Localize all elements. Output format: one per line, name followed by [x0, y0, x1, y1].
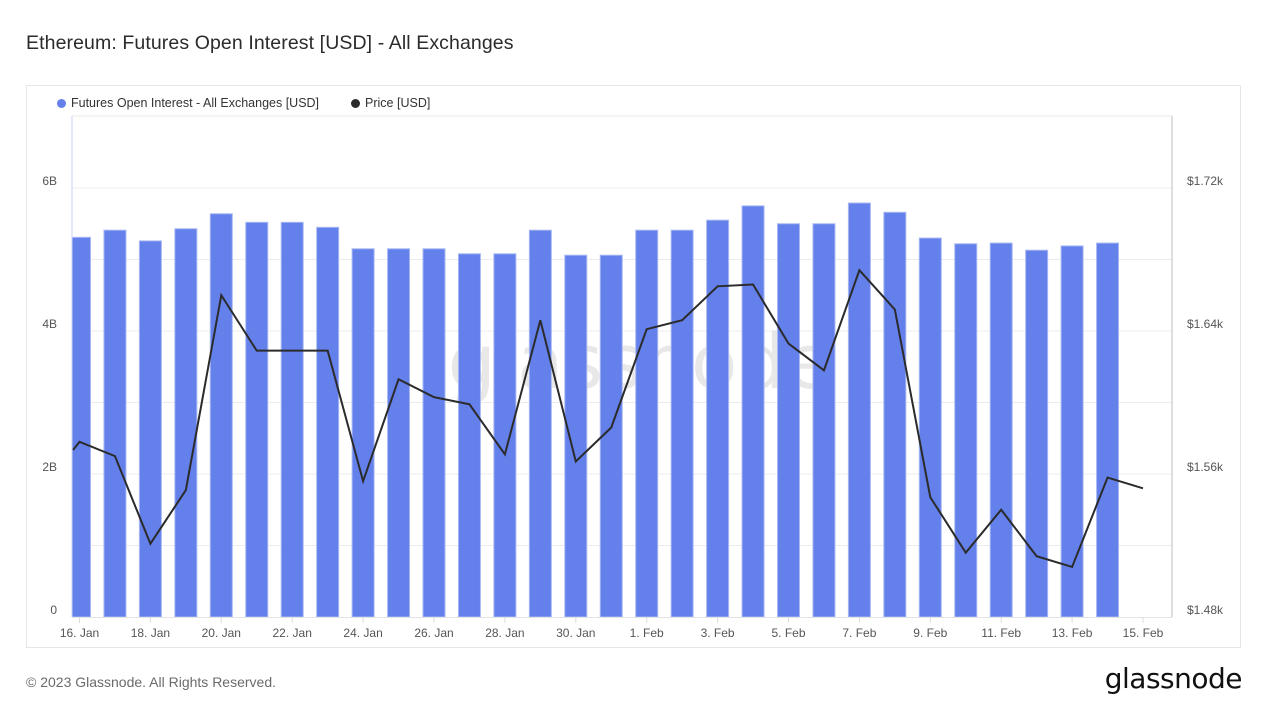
oi-bar[interactable]	[457, 253, 481, 618]
y-left-tick-label: 0	[50, 603, 57, 617]
x-tick-label: 9. Feb	[913, 626, 947, 640]
x-tick-label: 16. Jan	[60, 626, 99, 640]
y-right-tick-label: $1.72k	[1187, 174, 1224, 188]
page-title: Ethereum: Futures Open Interest [USD] - …	[26, 32, 514, 54]
y-right-tick-label: $1.64k	[1187, 317, 1224, 331]
legend-label: Futures Open Interest - All Exchanges [U…	[71, 96, 320, 110]
oi-bar[interactable]	[1060, 245, 1084, 618]
oi-bar[interactable]	[670, 229, 694, 618]
oi-bar[interactable]	[280, 221, 304, 618]
oi-bar[interactable]	[635, 229, 659, 618]
oi-bar[interactable]	[493, 253, 517, 618]
x-tick-label: 1. Feb	[630, 626, 664, 640]
oi-bar[interactable]	[706, 219, 730, 618]
oi-bar[interactable]	[777, 223, 800, 618]
x-tick-label: 3. Feb	[701, 626, 735, 640]
x-tick-label: 18. Jan	[131, 626, 170, 640]
price-line[interactable]	[72, 268, 1144, 569]
x-tick-label: 13. Feb	[1052, 626, 1093, 640]
x-tick-label: 26. Jan	[414, 626, 453, 640]
glassnode-logo: glassnode	[1104, 662, 1243, 695]
x-tick-label: 30. Jan	[556, 626, 595, 640]
x-tick-label: 7. Feb	[842, 626, 876, 640]
oi-bar[interactable]	[422, 248, 446, 618]
y-right-tick-label: $1.48k	[1187, 603, 1224, 617]
oi-bar[interactable]	[245, 221, 269, 618]
chart-legend: Futures Open Interest - All Exchanges [U…	[57, 96, 430, 110]
x-tick-label: 20. Jan	[202, 626, 241, 640]
x-tick-label: 11. Feb	[981, 626, 1021, 640]
oi-bar[interactable]	[528, 229, 552, 618]
y-left-tick-label: 6B	[42, 174, 57, 188]
x-tick-label: 22. Jan	[273, 626, 312, 640]
oi-bar[interactable]	[812, 223, 836, 618]
legend-dot-icon	[57, 98, 66, 108]
oi-bar[interactable]	[103, 229, 127, 618]
oi-bar[interactable]	[174, 228, 198, 618]
y-right-tick-label: $1.56k	[1187, 460, 1224, 474]
x-tick-label: 28. Jan	[485, 626, 524, 640]
legend-item-price[interactable]: Price [USD]	[351, 96, 430, 110]
oi-bar[interactable]	[387, 248, 411, 618]
legend-label: Price [USD]	[365, 96, 431, 110]
x-tick-label: 5. Feb	[771, 626, 805, 640]
oi-bar[interactable]	[918, 237, 942, 618]
oi-bar[interactable]	[1096, 242, 1120, 618]
oi-bar[interactable]	[1025, 249, 1049, 618]
y-left-tick-label: 2B	[42, 460, 57, 474]
copyright-text: © 2023 Glassnode. All Rights Reserved.	[26, 674, 277, 690]
oi-bar[interactable]	[209, 213, 233, 618]
oi-bar[interactable]	[351, 248, 375, 618]
oi-bar[interactable]	[954, 243, 978, 618]
legend-item-open-interest[interactable]: Futures Open Interest - All Exchanges [U…	[57, 96, 319, 110]
oi-bar[interactable]	[989, 242, 1013, 618]
oi-bar[interactable]	[741, 205, 765, 618]
y-left-tick-label: 4B	[42, 317, 57, 331]
oi-bar[interactable]	[564, 254, 588, 618]
oi-bar[interactable]	[316, 226, 340, 618]
oi-bar[interactable]	[883, 211, 907, 618]
x-tick-label: 15. Feb	[1123, 626, 1164, 640]
legend-dot-icon	[351, 98, 361, 108]
oi-bar[interactable]	[847, 202, 871, 618]
oi-bar[interactable]	[138, 240, 162, 618]
chart-card	[26, 85, 1241, 648]
x-tick-label: 24. Jan	[343, 626, 382, 640]
